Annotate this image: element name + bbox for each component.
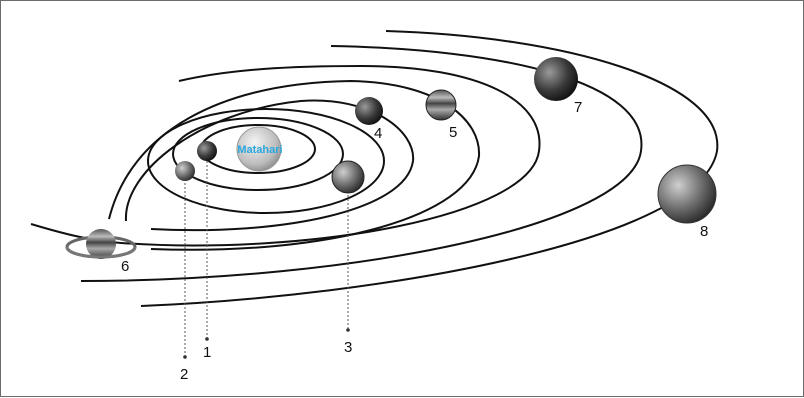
orbit-5 [108, 79, 481, 251]
planet-label-1: 1 [203, 344, 211, 361]
orbit-4 [124, 99, 415, 232]
sun-disc [236, 126, 282, 172]
pointer-lines [184, 161, 349, 356]
planet-2-body [175, 161, 195, 181]
orbit-3 [147, 108, 385, 214]
orbit-8 [140, 30, 719, 307]
sun: Matahari [236, 126, 283, 172]
planet-label-7: 7 [574, 99, 582, 116]
planet-label-5: 5 [449, 124, 457, 141]
planet-1-body [197, 141, 217, 161]
sun-label: Matahari [237, 144, 282, 156]
planet-8-body [657, 164, 717, 224]
planet-7-body [534, 57, 578, 101]
orbit-7 [80, 45, 643, 282]
orbit-2 [172, 117, 344, 191]
planet-label-4: 4 [374, 125, 382, 142]
planet-6-body [65, 229, 137, 259]
planet-label-6: 6 [121, 258, 129, 275]
planet-label-3: 3 [344, 339, 352, 356]
pointer-marker-1 [205, 337, 209, 341]
planet-label-2: 2 [180, 366, 188, 383]
orbit-6 [30, 64, 541, 247]
pointer-marker-3 [346, 328, 350, 332]
planet-label-8: 8 [700, 223, 708, 240]
planet-5-body [425, 89, 457, 121]
orbits [30, 30, 719, 307]
pointer-marker-2 [183, 355, 187, 359]
planet-4-body [355, 97, 383, 125]
planet-3-body [331, 160, 365, 194]
pointer-markers [183, 328, 350, 359]
